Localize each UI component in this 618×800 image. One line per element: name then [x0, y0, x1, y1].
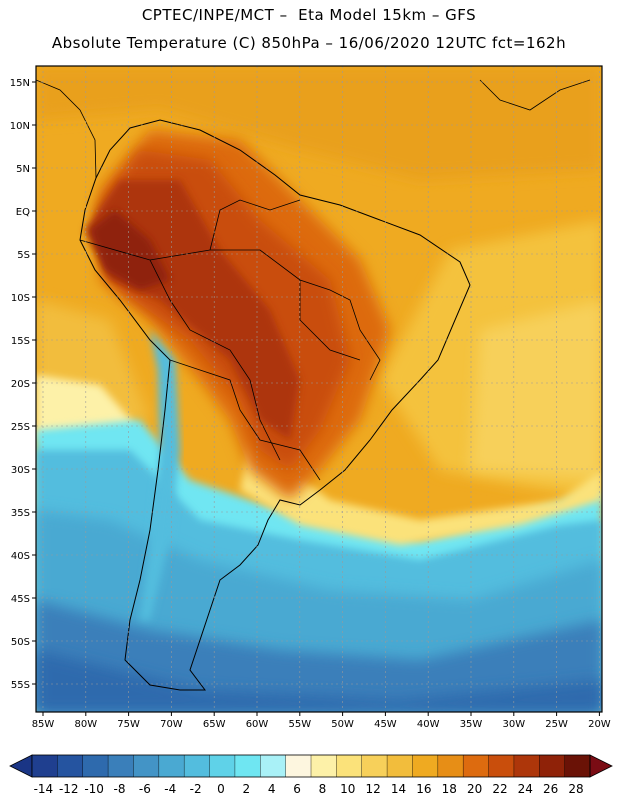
colorbar-label: 22	[492, 782, 507, 796]
colorbar-swatch	[108, 755, 134, 777]
latitude-label: 45S	[11, 594, 30, 605]
colorbar-label: -2	[190, 782, 202, 796]
temperature-field	[36, 66, 602, 712]
longitude-label: 65W	[203, 719, 226, 730]
colorbar-label: -6	[139, 782, 151, 796]
longitude-label: 25W	[545, 719, 568, 730]
longitude-label: 50W	[331, 719, 354, 730]
colorbar-swatch	[82, 755, 109, 777]
colorbar-label: 8	[319, 782, 327, 796]
colorbar-label: 14	[391, 782, 406, 796]
colorbar	[9, 754, 613, 778]
colorbar-label: -14	[34, 782, 54, 796]
colorbar-swatch	[387, 755, 413, 777]
longitude-label: 30W	[502, 719, 525, 730]
colorbar-swatch	[133, 755, 160, 777]
latitude-label: 15S	[11, 336, 30, 347]
colorbar-swatch	[184, 755, 211, 777]
colorbar-swatch	[158, 755, 185, 777]
colorbar-label: -10	[84, 782, 104, 796]
colorbar-label: 0	[217, 782, 225, 796]
longitude-labels: 85W 80W 75W 70W 65W 60W 55W 50W 45W 40W 35W 30W 25W 2…	[32, 712, 611, 730]
gridlines	[36, 66, 602, 712]
latitude-label: 20S	[11, 379, 30, 390]
colorbar-under-triangle	[9, 754, 33, 778]
colorbar-label: 18	[442, 782, 457, 796]
longitude-label: 80W	[74, 719, 97, 730]
colorbar-label: 28	[568, 782, 583, 796]
colorbar-label: 24	[518, 782, 533, 796]
colorbar-swatch	[488, 755, 515, 777]
colorbar-label: 10	[340, 782, 355, 796]
longitude-label: 40W	[417, 719, 440, 730]
colorbar-label: -4	[164, 782, 176, 796]
colorbar-label: -12	[59, 782, 79, 796]
colorbar-label: 16	[416, 782, 431, 796]
colorbar-swatch	[513, 755, 540, 777]
colorbar-label: 6	[293, 782, 301, 796]
colorbar-labels: -14 -12 -10 -8 -6 -4 -2 0 2 4 6 8 10 12 14 16 18 20 22 24 26…	[34, 782, 584, 796]
longitude-label: 70W	[160, 719, 183, 730]
colorbar-over-triangle	[589, 754, 613, 778]
map-title: CPTEC/INPE/MCT – Eta Model 15km – GFS	[141, 6, 477, 24]
longitude-label: 55W	[288, 719, 311, 730]
colorbar-swatch	[311, 755, 337, 777]
latitude-label: EQ	[16, 207, 30, 218]
colorbar-swatch	[437, 755, 464, 777]
longitude-label: 60W	[246, 719, 269, 730]
colorbar-label: 2	[243, 782, 251, 796]
map-subtitle: Absolute Temperature (C) 850hPa – 16/06/…	[51, 34, 567, 52]
latitude-label: 5N	[16, 164, 30, 175]
longitude-label: 85W	[32, 719, 55, 730]
latitude-label: 35S	[11, 508, 30, 519]
colorbar-swatch	[57, 755, 84, 777]
longitude-label: 75W	[117, 719, 140, 730]
latitude-label: 50S	[11, 637, 30, 648]
latitude-label: 25S	[11, 422, 30, 433]
colorbar-swatch	[234, 755, 261, 777]
longitude-label: 20W	[588, 719, 611, 730]
colorbar-swatch	[260, 755, 287, 777]
latitude-labels: 15N 10N 5N EQ 5S 10S 15S 20S 25S 30S 35S 40S 45S 50S 5…	[10, 78, 36, 691]
colorbar-swatch	[336, 755, 363, 777]
latitude-label: 15N	[10, 78, 30, 89]
longitude-label: 45W	[374, 719, 397, 730]
latitude-label: 40S	[11, 551, 30, 562]
colorbar-swatch	[209, 755, 236, 777]
latitude-label: 30S	[11, 465, 30, 476]
colorbar-swatch	[412, 755, 439, 777]
colorbar-swatch	[361, 755, 388, 777]
map-frame	[35, 65, 603, 713]
colorbar-label: 20	[467, 782, 482, 796]
colorbar-swatch	[564, 755, 591, 777]
latitude-label: 5S	[17, 250, 30, 261]
colorbar-label: -8	[114, 782, 126, 796]
colorbar-label: 12	[366, 782, 381, 796]
colorbar-swatch	[539, 755, 566, 777]
colorbar-label: 4	[268, 782, 276, 796]
longitude-label: 35W	[460, 719, 483, 730]
latitude-label: 55S	[11, 680, 30, 691]
latitude-label: 10N	[10, 121, 30, 132]
latitude-label: 10S	[11, 293, 30, 304]
coastlines	[36, 79, 591, 691]
colorbar-swatch	[285, 755, 312, 777]
colorbar-swatch	[463, 755, 490, 777]
colorbar-label: 26	[543, 782, 558, 796]
colorbar-swatch	[32, 755, 58, 777]
